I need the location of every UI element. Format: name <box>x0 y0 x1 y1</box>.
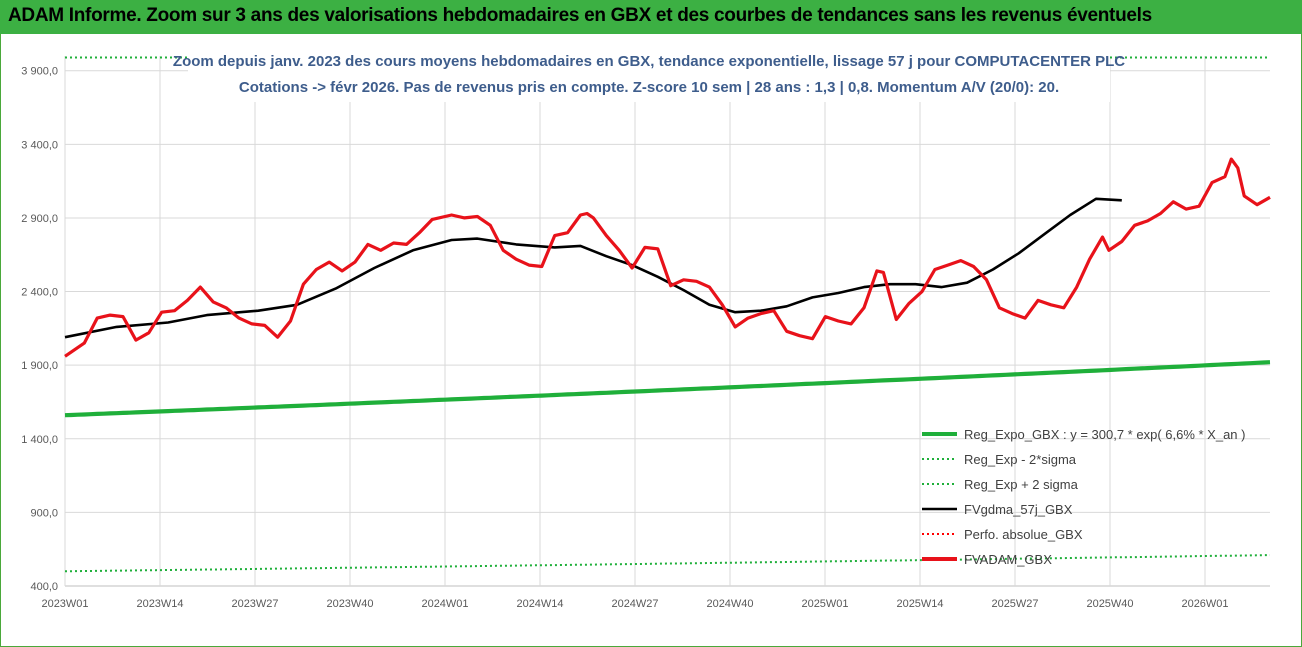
chart-legend: Reg_Expo_GBX : y = 300,7 * exp( 6,6% * X… <box>922 427 1245 567</box>
y-tick-label: 1 400,0 <box>21 434 58 446</box>
legend-label-5: FVADAM_GBX <box>964 552 1052 567</box>
x-tick-label: 2024W40 <box>706 598 753 610</box>
legend-label-3: FVgdma_57j_GBX <box>964 502 1073 517</box>
chart-grid <box>64 56 1270 587</box>
y-tick-label: 1 900,0 <box>21 360 58 372</box>
chart-title-line-2: Cotations -> févr 2026. Pas de revenus p… <box>239 79 1059 96</box>
x-tick-label: 2024W14 <box>516 598 563 610</box>
report-title: ADAM Informe. Zoom sur 3 ans des valoris… <box>8 5 1152 26</box>
x-tick-label: 2025W27 <box>991 598 1038 610</box>
y-tick-label: 2 900,0 <box>21 213 58 225</box>
x-tick-label: 2023W01 <box>41 598 88 610</box>
report-banner: ADAM Informe. Zoom sur 3 ans des valoris… <box>0 0 1302 34</box>
x-tick-label: 2023W27 <box>231 598 278 610</box>
x-tick-label: 2025W40 <box>1086 598 1133 610</box>
legend-label-1: Reg_Exp - 2*sigma <box>964 452 1077 467</box>
series-line-3 <box>64 197 1122 339</box>
series-line-5 <box>64 157 1271 358</box>
x-tick-label: 2025W01 <box>801 598 848 610</box>
chart-title-line-1: Zoom depuis janv. 2023 des cours moyens … <box>173 53 1125 70</box>
legend-label-2: Reg_Exp + 2 sigma <box>964 477 1079 492</box>
x-tick-label: 2024W01 <box>421 598 468 610</box>
y-tick-label: 3 900,0 <box>21 66 58 78</box>
legend-label-0: Reg_Expo_GBX : y = 300,7 * exp( 6,6% * X… <box>964 427 1245 442</box>
series-line-0 <box>64 360 1271 418</box>
legend-label-4: Perfo. absolue_GBX <box>964 527 1083 542</box>
x-tick-label: 2023W14 <box>136 598 183 610</box>
series-line-1 <box>64 554 1271 573</box>
y-tick-label: 3 400,0 <box>21 139 58 151</box>
y-tick-label: 400,0 <box>30 581 58 593</box>
chart-canvas: 400,0 900,0 1 400,0 1 900,0 2 400,0 2 900,0 3 … <box>21 44 1271 610</box>
x-tick-label: 2023W40 <box>326 598 373 610</box>
y-tick-label: 2 400,0 <box>21 287 58 299</box>
x-tick-label: 2024W27 <box>611 598 658 610</box>
y-tick-label: 900,0 <box>30 507 58 519</box>
chart-series <box>64 56 1271 573</box>
y-axis-ticks: 400,0 900,0 1 400,0 1 900,0 2 400,0 2 900,0 3 … <box>21 66 58 593</box>
x-axis-ticks: 2023W01 2023W14 2023W27 2023W40 2024W01 2024W… <box>41 598 1228 610</box>
chart-title-box: Zoom depuis janv. 2023 des cours moyens … <box>173 44 1125 102</box>
x-tick-label: 2026W01 <box>1181 598 1228 610</box>
chart-title-background <box>188 44 1110 102</box>
x-tick-label: 2025W14 <box>896 598 943 610</box>
